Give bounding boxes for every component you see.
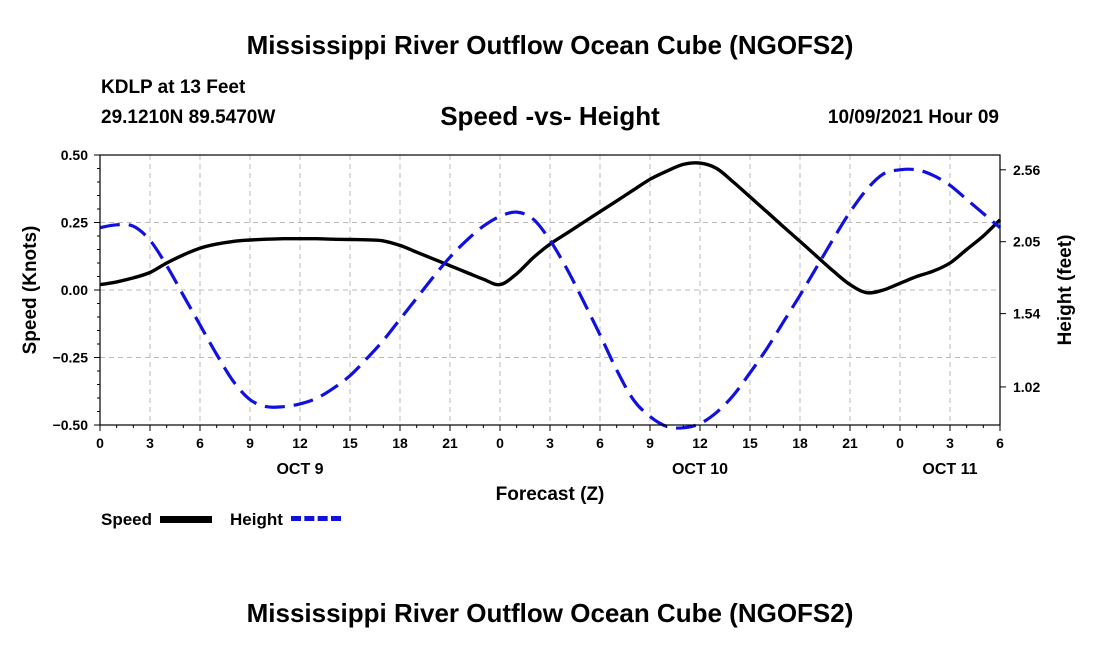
x-tick-label: 3: [946, 435, 954, 451]
x-tick-label: 3: [146, 435, 154, 451]
x-axis-label: Forecast (Z): [496, 484, 605, 505]
chart-ticks: 0 3 6 9 12 15 18 21 0 3 6 9 12 15 18 21 0 3 6 OCT 9 OCT 10 OC…: [53, 147, 1041, 478]
x-date-label: OCT 10: [672, 461, 728, 478]
chart-grid: [100, 155, 1000, 425]
x-tick-label: 3: [546, 435, 554, 451]
x-tick-label: 6: [196, 435, 204, 451]
x-tick-label: 18: [792, 435, 808, 451]
x-tick-label: 9: [646, 435, 654, 451]
x-tick-label: 6: [996, 435, 1004, 451]
legend-height-swatch: [291, 516, 341, 521]
x-tick-label: 0: [496, 435, 504, 451]
y-tick-label: −0.50: [53, 417, 89, 433]
x-date-label: OCT 11: [922, 461, 977, 478]
forecast-datetime: 10/09/2021 Hour 09: [827, 107, 999, 128]
y2-tick-label: 1.02: [1013, 379, 1040, 395]
station-label: KDLP at 13 Feet: [101, 77, 246, 98]
x-tick-label: 15: [342, 435, 358, 451]
x-tick-label: 21: [442, 435, 458, 451]
x-tick-label: 12: [292, 435, 308, 451]
legend-height-label: Height: [230, 510, 283, 529]
x-tick-label: 12: [692, 435, 708, 451]
y-tick-label: 0.00: [61, 282, 88, 298]
y-tick-label: 0.50: [61, 147, 88, 163]
x-tick-label: 15: [742, 435, 758, 451]
speed-series-line: [99, 161, 1002, 295]
y-tick-label: 0.25: [61, 215, 88, 231]
y2-axis-label: Height (feet): [1055, 235, 1076, 346]
y2-tick-label: 1.54: [1013, 306, 1040, 322]
chart-title: Mississippi River Outflow Ocean Cube (NG…: [246, 30, 854, 60]
legend-speed-swatch: [160, 516, 212, 523]
station-coordinates: 29.1210N 89.5470W: [101, 107, 276, 128]
x-tick-label: 0: [896, 435, 904, 451]
y2-tick-label: 2.05: [1013, 234, 1040, 250]
chart-series: [99, 161, 1002, 430]
x-tick-label: 18: [392, 435, 408, 451]
x-date-label: OCT 9: [276, 461, 323, 478]
x-tick-label: 0: [96, 435, 104, 451]
footer-title: Mississippi River Outflow Ocean Cube (NG…: [246, 598, 854, 628]
x-tick-label: 6: [596, 435, 604, 451]
x-tick-label: 9: [246, 435, 254, 451]
y-axis-label: Speed (Knots): [20, 226, 41, 355]
y2-tick-label: 2.56: [1013, 162, 1040, 178]
chart-subtitle: Speed -vs- Height: [440, 101, 660, 131]
height-series-line: [99, 167, 1002, 430]
x-tick-label: 21: [842, 435, 858, 451]
y-tick-label: −0.25: [53, 350, 89, 366]
legend-speed-label: Speed: [101, 510, 153, 529]
